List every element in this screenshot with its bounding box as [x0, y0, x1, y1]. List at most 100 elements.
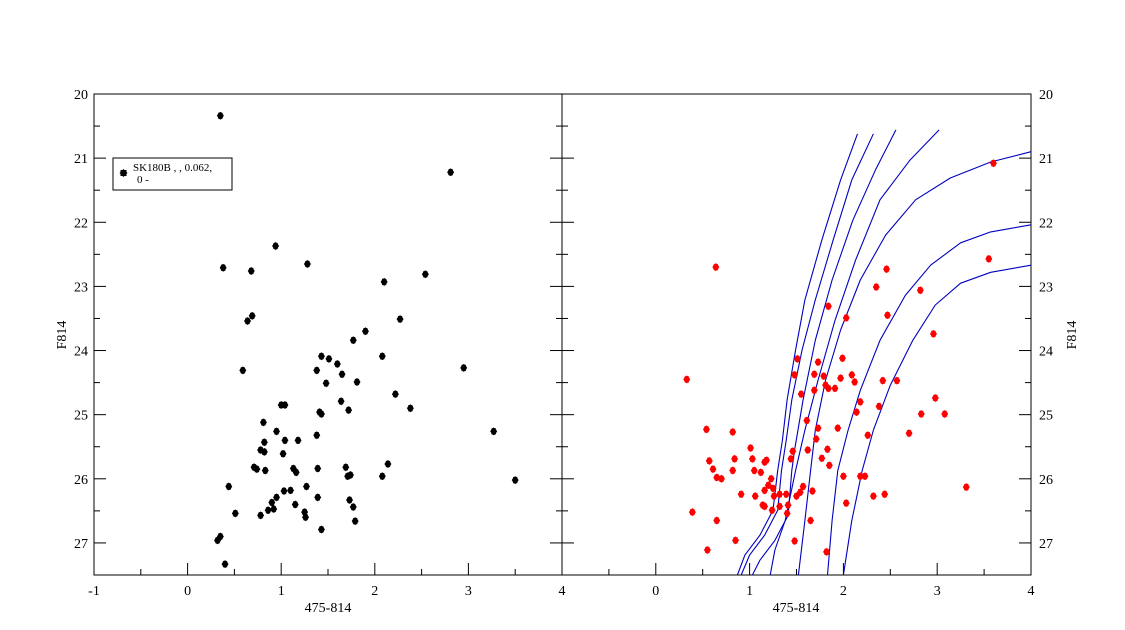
data-point	[270, 504, 278, 513]
y-tick-label: 24	[1039, 345, 1053, 360]
data-point	[810, 386, 818, 395]
data-point	[349, 503, 357, 512]
legend-marker	[119, 169, 128, 177]
data-point	[712, 263, 720, 272]
data-point	[769, 484, 777, 493]
data-point	[842, 499, 850, 508]
legend: SK180B , , 0.062, 0 -	[112, 157, 233, 191]
data-point	[391, 390, 399, 399]
data-point	[750, 466, 758, 475]
data-point	[248, 311, 256, 320]
x-tick-label: 1	[278, 584, 285, 599]
data-point	[931, 393, 939, 402]
y-tick-label: 27	[74, 537, 88, 552]
data-point	[281, 401, 289, 410]
data-point	[861, 472, 869, 481]
y-tick-label: 26	[74, 473, 88, 488]
data-point	[842, 313, 850, 322]
data-point	[346, 495, 354, 504]
data-point	[291, 500, 299, 509]
data-point	[705, 456, 713, 465]
data-point	[688, 508, 696, 517]
data-point	[804, 445, 812, 454]
data-point	[287, 486, 295, 495]
data-point	[729, 466, 737, 475]
data-point	[941, 410, 949, 419]
data-point	[273, 427, 281, 436]
data-point	[244, 317, 252, 326]
data-point	[247, 267, 255, 276]
data-point	[396, 315, 404, 324]
data-point	[302, 482, 310, 491]
data-point	[317, 410, 325, 419]
y-tick-label: 25	[74, 409, 88, 424]
isochrone-line	[751, 129, 897, 576]
y-tick-label: 27	[1039, 537, 1053, 552]
data-point	[313, 366, 321, 375]
data-point	[729, 427, 737, 436]
data-point	[851, 377, 859, 386]
data-point	[702, 425, 710, 434]
data-point	[872, 283, 880, 292]
data-point	[761, 486, 769, 495]
data-point	[929, 329, 937, 338]
data-point	[221, 560, 229, 569]
data-point	[824, 302, 832, 311]
data-point	[864, 431, 872, 440]
data-point	[776, 490, 784, 499]
data-point	[764, 481, 772, 490]
y-tick-label: 23	[74, 280, 88, 295]
data-point	[268, 498, 276, 507]
plot-frame	[561, 93, 1032, 576]
y-tick-label: 22	[74, 216, 88, 231]
isochrone-line	[736, 133, 859, 576]
data-point	[273, 493, 281, 502]
data-point	[361, 327, 369, 336]
data-point	[333, 360, 341, 369]
data-point	[257, 511, 265, 520]
data-point	[789, 447, 797, 456]
data-point	[325, 354, 333, 363]
data-point	[782, 490, 790, 499]
data-point	[253, 465, 261, 474]
isochrone-line	[740, 133, 874, 576]
data-point	[351, 517, 359, 526]
data-point	[881, 490, 889, 499]
y-tick-label: 25	[1039, 409, 1053, 424]
data-point	[776, 502, 784, 511]
data-point	[703, 545, 711, 554]
data-point	[349, 336, 357, 345]
data-point	[239, 366, 247, 375]
data-point	[460, 363, 468, 372]
data-point	[837, 374, 845, 383]
data-point	[791, 537, 799, 546]
x-tick-label: 2	[371, 584, 378, 599]
data-point	[717, 474, 725, 483]
legend-label-line1: SK180B , , 0.062,	[133, 162, 212, 174]
data-point	[751, 492, 759, 501]
data-point	[225, 482, 233, 491]
data-point	[346, 470, 354, 479]
data-point	[767, 474, 775, 483]
data-point	[879, 376, 887, 385]
y-tick-label: 20	[74, 88, 88, 103]
data-point	[748, 454, 756, 463]
left-y-axis-label: F814	[55, 321, 70, 350]
data-point	[883, 265, 891, 274]
data-point	[770, 492, 778, 501]
x-tick-label: 1	[746, 584, 753, 599]
data-point	[875, 402, 883, 411]
data-point	[796, 488, 804, 497]
y-tick-label: 21	[74, 152, 88, 167]
data-point	[260, 447, 268, 456]
data-point	[313, 431, 321, 440]
x-tick-label: 4	[1028, 584, 1035, 599]
data-point	[380, 277, 388, 286]
data-point	[825, 461, 833, 470]
data-point	[799, 482, 807, 491]
y-tick-label: 23	[1039, 280, 1053, 295]
x-tick-label: 0	[184, 584, 191, 599]
